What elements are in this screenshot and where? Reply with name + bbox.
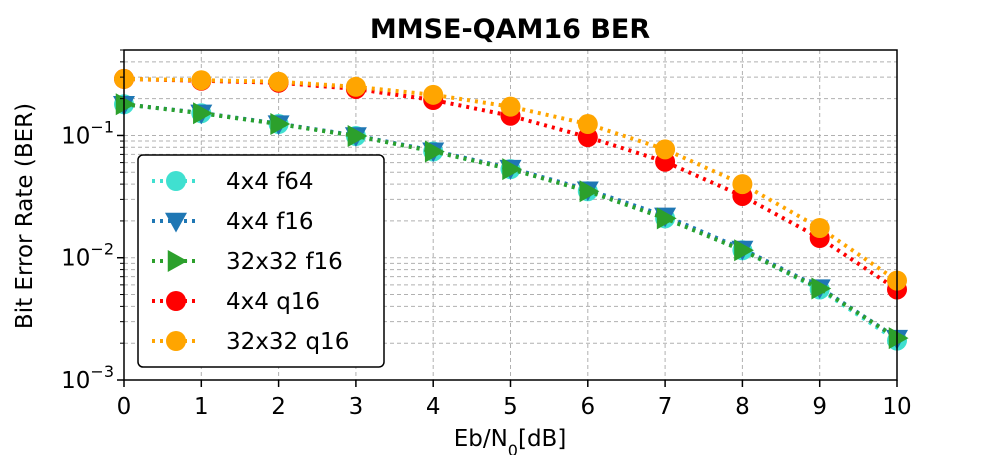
x-tick-label: 3 — [349, 394, 364, 420]
legend-marker — [165, 212, 187, 233]
legend-marker — [166, 291, 186, 311]
x-tick-label: 10 — [882, 394, 911, 420]
data-point — [270, 113, 291, 136]
y-axis-label: Bit Error Rate (BER) — [12, 103, 38, 329]
y-tick-label: 10−2 — [61, 240, 114, 272]
y-tick-base: 10 — [61, 368, 90, 394]
axis-ticks — [117, 49, 898, 387]
y-tick-label: 10−3 — [61, 362, 114, 394]
legend: 4x4 f64 4x4 f16 32x32 f16 4x4 q16 32x32 q16 — [137, 154, 385, 368]
y-tick-exponent: −3 — [90, 362, 114, 381]
data-point — [811, 277, 832, 300]
legend-item: 4x4 q16 — [152, 289, 320, 315]
legend-item: 32x32 q16 — [152, 329, 349, 355]
legend-item: 4x4 f64 — [152, 169, 314, 195]
series-32x32-f16 — [115, 93, 909, 350]
y-tick-base: 10 — [61, 123, 90, 149]
legend-box — [137, 154, 385, 368]
y-tick-label: 10−1 — [61, 117, 114, 149]
legend-label: 32x32 q16 — [226, 329, 349, 355]
data-point — [500, 96, 521, 117]
y-tick-base: 10 — [61, 246, 90, 272]
y-tick-exponent: −2 — [90, 240, 114, 259]
data-point — [424, 140, 445, 163]
x-tick-label: 1 — [194, 394, 209, 420]
x-tick-label: 7 — [658, 394, 673, 420]
data-point — [579, 180, 600, 203]
x-tick-label: 2 — [271, 394, 286, 420]
series-line — [123, 76, 899, 283]
data-point — [656, 207, 677, 230]
x-axis-label-subscript: 0 — [508, 441, 518, 455]
x-axis-label-suffix: [dB] — [518, 426, 566, 452]
data-point — [191, 70, 212, 91]
data-point — [268, 71, 289, 92]
legend-marker — [166, 331, 186, 351]
series-layer — [113, 68, 909, 351]
data-point — [347, 124, 368, 147]
data-point — [345, 76, 366, 97]
x-tick-label: 0 — [117, 394, 132, 420]
data-point — [734, 239, 754, 262]
legend-item: 32x32 f16 — [152, 249, 343, 275]
data-point — [502, 158, 523, 181]
x-tick-label: 5 — [503, 394, 518, 420]
x-tick-label: 9 — [812, 394, 827, 420]
data-point — [577, 114, 598, 135]
legend-label: 4x4 f64 — [226, 169, 314, 195]
data-point — [193, 102, 213, 125]
legend-marker — [166, 171, 186, 191]
data-point — [423, 84, 444, 105]
x-tick-labels: 0 1 2 3 4 5 6 7 8 9 10 — [117, 394, 912, 420]
y-tick-labels: 10−310−210−1 — [61, 117, 114, 394]
legend-label: 4x4 f16 — [226, 209, 314, 235]
chart-title: MMSE-QAM16 BER — [370, 14, 651, 45]
x-tick-label: 8 — [735, 394, 750, 420]
x-tick-label: 6 — [580, 394, 595, 420]
series-32x32-q16 — [114, 68, 907, 291]
data-point — [732, 174, 753, 195]
legend-label: 4x4 q16 — [226, 289, 320, 315]
x-axis-label-main: Eb/N — [454, 426, 508, 452]
data-point — [888, 327, 909, 350]
x-axis-label: Eb/N0[dB] — [454, 426, 567, 455]
data-point — [809, 218, 830, 239]
legend-marker — [167, 250, 188, 272]
legend-item: 4x4 f16 — [152, 209, 314, 235]
data-point — [655, 139, 676, 160]
x-tick-label: 4 — [426, 394, 441, 420]
y-tick-exponent: −1 — [90, 117, 114, 136]
legend-label: 32x32 f16 — [226, 249, 343, 275]
